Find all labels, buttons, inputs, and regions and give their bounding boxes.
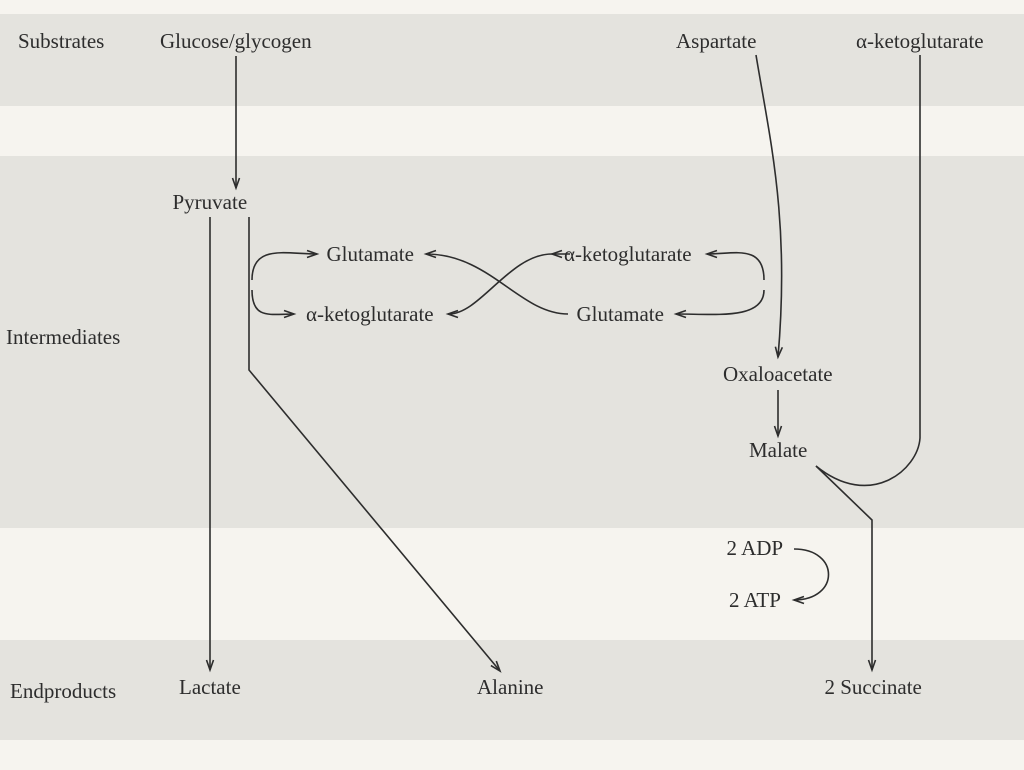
arrow-adp-out xyxy=(794,549,829,600)
band-intermediates xyxy=(0,156,1024,528)
row-label-endproducts: Endproducts xyxy=(10,680,116,703)
node-malate: Malate xyxy=(749,439,807,462)
node-pyruvate: Pyruvate xyxy=(173,191,248,214)
node-glutamate_r: Glutamate xyxy=(577,303,664,326)
node-adp: 2 ADP xyxy=(727,537,784,560)
node-akg_top: α-ketoglutarate xyxy=(856,30,984,53)
node-succinate: 2 Succinate xyxy=(825,676,922,699)
node-akg_r: α-ketoglutarate xyxy=(564,243,692,266)
node-glucose: Glucose/glycogen xyxy=(160,30,312,53)
node-alanine: Alanine xyxy=(477,676,543,699)
node-glutamate_l: Glutamate xyxy=(327,243,414,266)
node-oxaloacetate: Oxaloacetate xyxy=(723,363,833,386)
row-label-substrates: Substrates xyxy=(18,30,104,53)
node-aspartate: Aspartate xyxy=(676,30,756,53)
row-label-intermediates: Intermediates xyxy=(6,326,120,349)
node-atp: 2 ATP xyxy=(729,589,781,612)
node-lactate: Lactate xyxy=(179,676,241,699)
node-akg_l: α-ketoglutarate xyxy=(306,303,434,326)
band-substrates xyxy=(0,14,1024,106)
diagram-stage: Substrates Intermediates Endproducts Glucos… xyxy=(0,0,1024,770)
